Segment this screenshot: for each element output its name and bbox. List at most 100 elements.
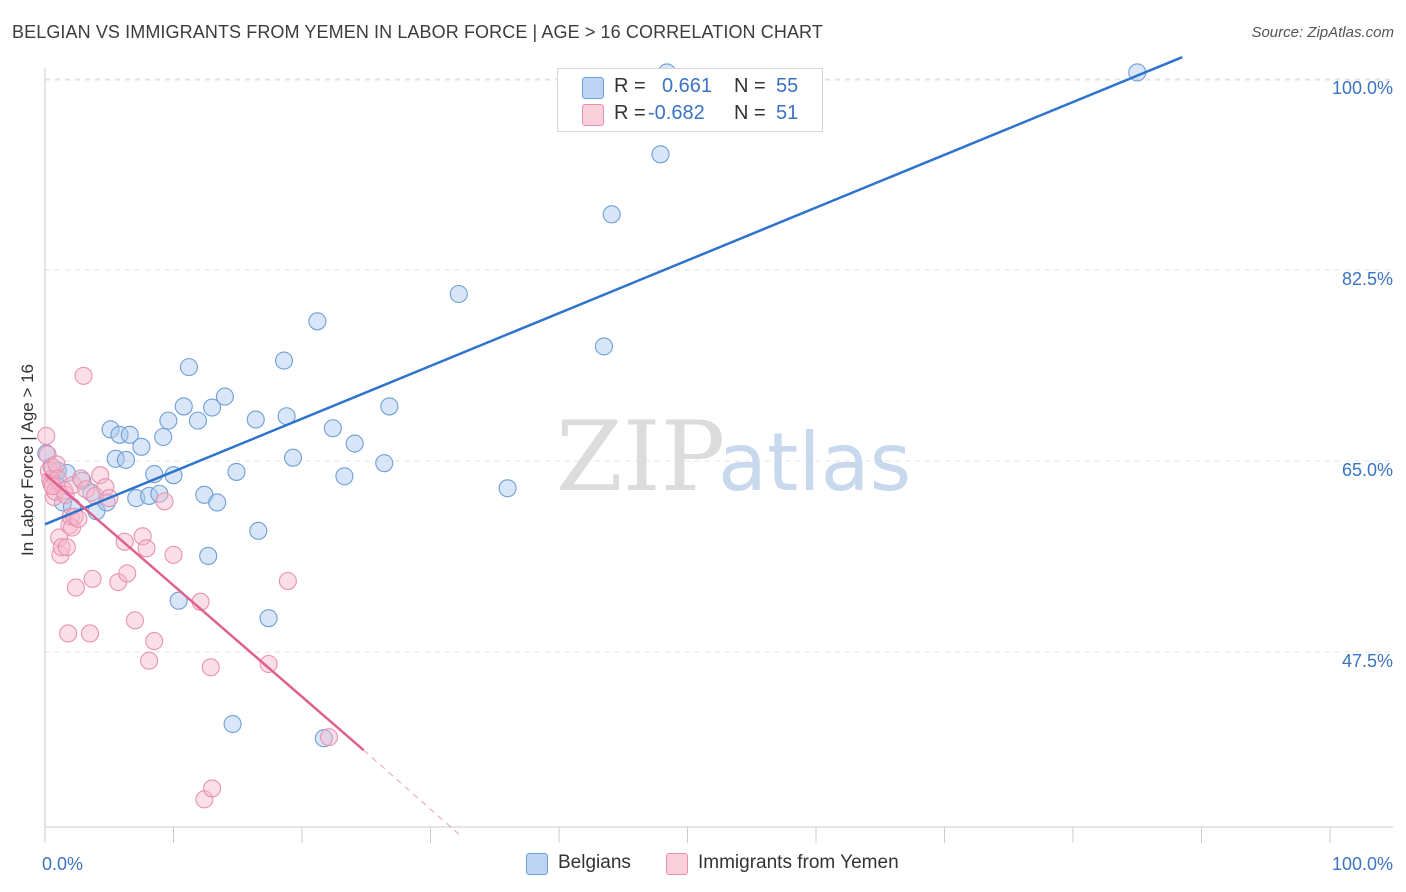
yemen-point	[51, 545, 70, 564]
belgian-point	[120, 425, 139, 444]
data-points	[37, 63, 1147, 809]
y-tick-label: 47.5%	[1342, 651, 1393, 671]
yemen-point	[37, 426, 56, 445]
belgian-point	[223, 714, 242, 734]
yemen-point	[164, 545, 183, 564]
legend-label: Immigrants from Yemen	[698, 852, 899, 873]
belgian-point	[375, 454, 394, 473]
belgian-point	[259, 609, 278, 628]
belgian-point	[651, 145, 670, 164]
axes	[44, 68, 1393, 843]
belgian-point	[174, 397, 193, 416]
watermark: ZIP atlas	[556, 401, 911, 513]
belgian-point	[345, 434, 364, 453]
belgian-point	[335, 467, 354, 486]
belgian-point	[179, 358, 198, 377]
y-tick-label: 65.0%	[1342, 460, 1393, 480]
belgian-point	[449, 284, 468, 304]
legend-swatch-blue	[582, 77, 604, 99]
legend-label: Belgians	[558, 852, 631, 873]
belgian-point	[323, 419, 342, 438]
yemen-point	[43, 477, 62, 496]
legend-swatch-blue	[526, 853, 548, 875]
belgian-point	[154, 427, 173, 447]
tick-labels: 100.0% 82.5% 65.0% 47.5% 0.0% 100.0%	[42, 78, 1393, 874]
belgian-point	[602, 205, 621, 224]
yemen-point	[155, 492, 174, 511]
belgian-point	[594, 337, 614, 356]
belgian-point	[227, 462, 246, 481]
belgian-point	[249, 521, 268, 540]
yemen-point	[77, 480, 96, 499]
belgian-point	[215, 387, 234, 406]
yemen-point	[145, 632, 164, 651]
yemen-point	[203, 779, 222, 798]
belgian-point	[283, 448, 303, 467]
x-tick-label-end: 100.0%	[1332, 854, 1393, 874]
yemen-point	[57, 538, 76, 557]
yemen-point	[118, 564, 137, 583]
yemen-point	[278, 572, 297, 591]
legend-n-value: 55	[776, 75, 799, 97]
yemen-point	[80, 624, 100, 643]
yemen-point	[125, 611, 144, 630]
trend-lines	[44, 56, 1183, 838]
belgian-point	[203, 398, 222, 417]
yemen-point	[96, 478, 115, 497]
belgian-point	[188, 411, 207, 430]
belgian-point	[116, 450, 136, 469]
belgian-point	[101, 420, 120, 439]
legend-n-label: N =	[734, 102, 766, 124]
yemen-point	[133, 527, 152, 546]
yemen-trend-line	[44, 473, 365, 752]
x-tick-label-start: 0.0%	[42, 854, 83, 874]
belgian-point	[132, 437, 151, 456]
yemen-point	[83, 569, 102, 588]
yemen-trend-extension	[363, 749, 463, 838]
yemen-point	[71, 469, 91, 488]
watermark-atlas: atlas	[718, 416, 911, 509]
y-axis-label: In Labor Force | Age > 16	[18, 363, 37, 557]
yemen-point	[52, 538, 71, 557]
belgian-point	[308, 312, 327, 331]
belgian-point	[498, 479, 517, 498]
source-credit: Source: ZipAtlas.com	[1251, 24, 1394, 41]
yemen-point	[319, 728, 339, 747]
correlation-legend: R = 0.661 N = 55 R = -0.682 N = 51	[557, 68, 823, 132]
y-tick-label: 82.5%	[1342, 269, 1393, 289]
legend-row-belgians: R = 0.661 N = 55	[558, 75, 822, 101]
legend-r-value: -0.682	[648, 102, 705, 124]
legend-swatch-pink	[582, 104, 604, 126]
yemen-point	[47, 455, 66, 474]
yemen-point	[259, 654, 278, 674]
y-tick-label: 100.0%	[1332, 78, 1393, 98]
yemen-point	[59, 624, 78, 643]
legend-n-label: N =	[734, 75, 766, 97]
belgian-point	[208, 493, 227, 512]
legend-n-value: 51	[776, 102, 799, 124]
belgian-point	[380, 397, 399, 416]
legend-r-value: 0.661	[662, 75, 713, 97]
legend-swatch-pink	[666, 853, 688, 875]
yemen-point	[137, 539, 156, 558]
yemen-point	[140, 651, 159, 670]
belgian-point	[246, 410, 265, 429]
chart-title: BELGIAN VS IMMIGRANTS FROM YEMEN IN LABO…	[12, 22, 823, 42]
belgian-point	[159, 411, 178, 430]
belgian-point	[169, 591, 188, 610]
gridlines	[45, 78, 1393, 653]
yemen-point	[91, 466, 110, 485]
yemen-point	[201, 658, 220, 677]
belgian-point	[110, 425, 129, 444]
yemen-point	[74, 366, 93, 385]
legend-r-label: R =	[614, 102, 646, 124]
belgian-trend-line	[44, 56, 1183, 526]
belgian-point	[274, 351, 294, 370]
legend-row-yemen: R = -0.682 N = 51	[558, 102, 822, 128]
belgian-point	[199, 546, 218, 566]
yemen-point	[66, 578, 85, 597]
watermark-zip: ZIP	[556, 401, 725, 513]
legend-r-label: R =	[614, 75, 646, 97]
yemen-point	[56, 485, 75, 504]
